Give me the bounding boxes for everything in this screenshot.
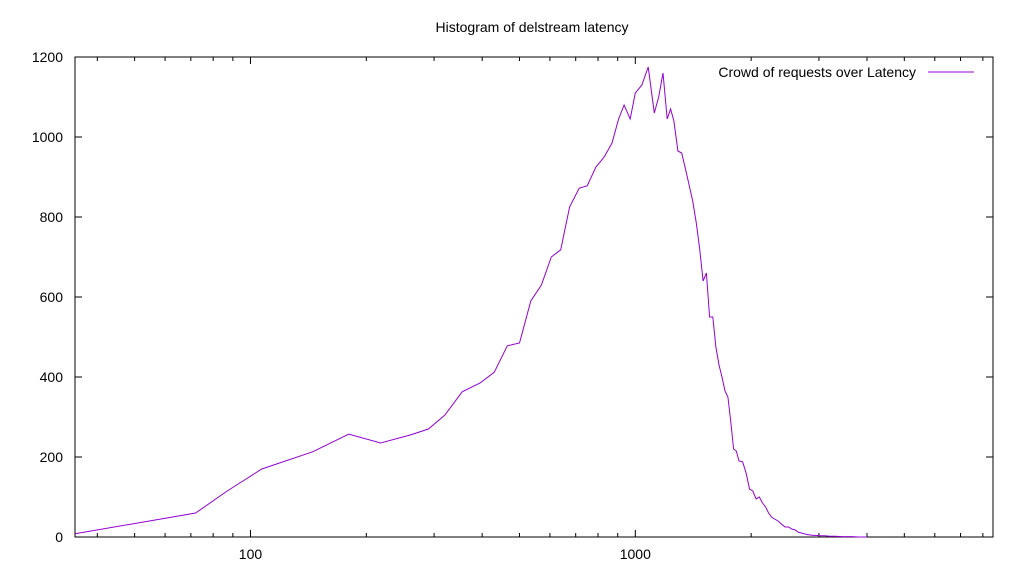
plot-area — [74, 66, 867, 538]
y-axis: 0 200 400 600 800 1000 1200 — [32, 49, 993, 545]
chart-title: Histogram of delstream latency — [436, 19, 629, 35]
y-tick-label: 400 — [40, 369, 64, 385]
series-line-crowd-of-requests — [74, 66, 867, 538]
legend: Crowd of requests over Latency — [718, 64, 974, 80]
x-tick-label: 100 — [239, 546, 263, 562]
y-tick-label: 1000 — [32, 129, 63, 145]
legend-label: Crowd of requests over Latency — [718, 64, 916, 80]
y-tick-label: 800 — [40, 209, 64, 225]
y-tick-label: 0 — [55, 529, 63, 545]
y-tick-label: 600 — [40, 289, 64, 305]
y-tick-label: 200 — [40, 449, 64, 465]
x-tick-label: 1000 — [620, 546, 651, 562]
y-tick-label: 1200 — [32, 49, 63, 65]
x-axis: 100 1000 — [96, 57, 984, 562]
